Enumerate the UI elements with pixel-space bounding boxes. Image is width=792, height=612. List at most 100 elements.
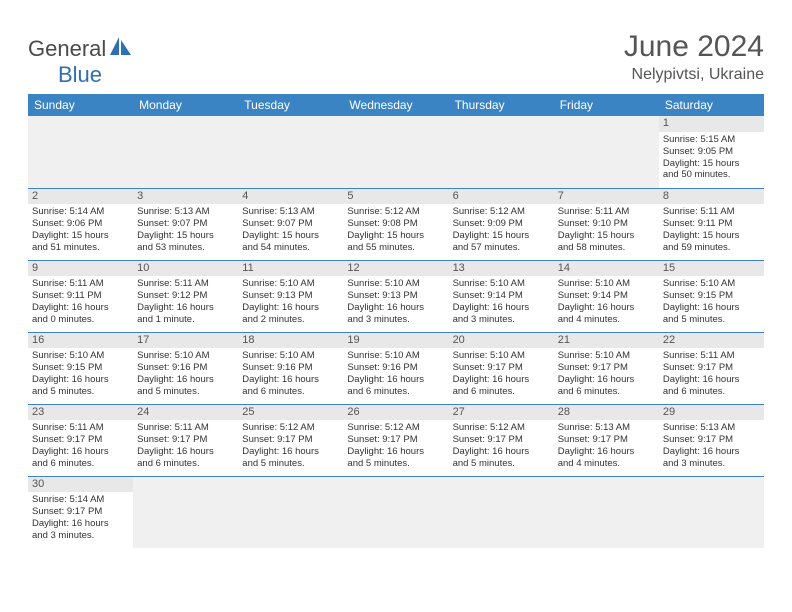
- day-cell: 8Sunrise: 5:11 AMSunset: 9:11 PMDaylight…: [659, 188, 764, 260]
- day-cell: 4Sunrise: 5:13 AMSunset: 9:07 PMDaylight…: [238, 188, 343, 260]
- day-cell: [238, 476, 343, 548]
- day-info-line: Sunset: 9:07 PM: [242, 218, 339, 230]
- day-cell: [343, 116, 448, 188]
- day-cell: 5Sunrise: 5:12 AMSunset: 9:08 PMDaylight…: [343, 188, 448, 260]
- day-cell: 14Sunrise: 5:10 AMSunset: 9:14 PMDayligh…: [554, 260, 659, 332]
- day-info-line: Daylight: 15 hours: [558, 230, 655, 242]
- day-number: 29: [659, 405, 764, 421]
- day-info-line: Sunset: 9:17 PM: [558, 434, 655, 446]
- day-number: 26: [343, 405, 448, 421]
- day-number: 19: [343, 333, 448, 349]
- day-info-line: Sunrise: 5:11 AM: [137, 422, 234, 434]
- day-info-line: and 51 minutes.: [32, 242, 129, 254]
- day-info-line: Sunrise: 5:11 AM: [663, 206, 760, 218]
- day-info-line: Daylight: 16 hours: [663, 302, 760, 314]
- day-number: 10: [133, 261, 238, 277]
- day-info-line: and 5 minutes.: [242, 458, 339, 470]
- day-number: 5: [343, 189, 448, 205]
- day-info-line: Sunrise: 5:10 AM: [347, 350, 444, 362]
- day-info-line: Sunrise: 5:12 AM: [453, 206, 550, 218]
- day-info-line: Sunset: 9:08 PM: [347, 218, 444, 230]
- day-info-line: Daylight: 16 hours: [453, 302, 550, 314]
- day-info-line: and 1 minute.: [137, 314, 234, 326]
- day-number: 8: [659, 189, 764, 205]
- day-info-line: Sunset: 9:17 PM: [32, 434, 129, 446]
- day-cell: 28Sunrise: 5:13 AMSunset: 9:17 PMDayligh…: [554, 404, 659, 476]
- day-info-line: Sunrise: 5:11 AM: [558, 206, 655, 218]
- day-info-line: Daylight: 16 hours: [558, 446, 655, 458]
- day-cell: 24Sunrise: 5:11 AMSunset: 9:17 PMDayligh…: [133, 404, 238, 476]
- day-info-line: Daylight: 15 hours: [347, 230, 444, 242]
- day-info-line: and 5 minutes.: [663, 314, 760, 326]
- day-info-line: and 57 minutes.: [453, 242, 550, 254]
- day-info-line: and 53 minutes.: [137, 242, 234, 254]
- day-info-line: Sunrise: 5:13 AM: [558, 422, 655, 434]
- day-info-line: and 4 minutes.: [558, 458, 655, 470]
- day-number: 1: [659, 116, 764, 132]
- day-cell: 25Sunrise: 5:12 AMSunset: 9:17 PMDayligh…: [238, 404, 343, 476]
- col-saturday: Saturday: [659, 94, 764, 116]
- day-info-line: and 6 minutes.: [137, 458, 234, 470]
- day-cell: [238, 116, 343, 188]
- day-info-line: Sunset: 9:17 PM: [347, 434, 444, 446]
- day-cell: 16Sunrise: 5:10 AMSunset: 9:15 PMDayligh…: [28, 332, 133, 404]
- calendar-table: Sunday Monday Tuesday Wednesday Thursday…: [28, 94, 764, 548]
- day-info-line: Sunrise: 5:10 AM: [663, 278, 760, 290]
- day-number: 9: [28, 261, 133, 277]
- day-info-line: Sunrise: 5:10 AM: [137, 350, 234, 362]
- day-cell: [554, 476, 659, 548]
- day-info-line: and 6 minutes.: [663, 386, 760, 398]
- day-info-line: and 2 minutes.: [242, 314, 339, 326]
- day-cell: 23Sunrise: 5:11 AMSunset: 9:17 PMDayligh…: [28, 404, 133, 476]
- logo: General: [28, 30, 134, 62]
- day-info-line: Sunrise: 5:10 AM: [347, 278, 444, 290]
- day-info-line: and 6 minutes.: [32, 458, 129, 470]
- week-row: 1Sunrise: 5:15 AMSunset: 9:05 PMDaylight…: [28, 116, 764, 188]
- day-info-line: and 3 minutes.: [663, 458, 760, 470]
- day-info-line: and 3 minutes.: [453, 314, 550, 326]
- day-info-line: Sunset: 9:16 PM: [347, 362, 444, 374]
- day-info-line: Sunrise: 5:14 AM: [32, 206, 129, 218]
- day-number: 12: [343, 261, 448, 277]
- day-info-line: Daylight: 16 hours: [32, 446, 129, 458]
- day-info-line: Daylight: 15 hours: [663, 158, 760, 170]
- header-row: Sunday Monday Tuesday Wednesday Thursday…: [28, 94, 764, 116]
- day-number: 4: [238, 189, 343, 205]
- day-info-line: Sunset: 9:07 PM: [137, 218, 234, 230]
- day-info-line: Daylight: 15 hours: [663, 230, 760, 242]
- week-row: 23Sunrise: 5:11 AMSunset: 9:17 PMDayligh…: [28, 404, 764, 476]
- day-cell: [133, 476, 238, 548]
- day-cell: [343, 476, 448, 548]
- day-number: 25: [238, 405, 343, 421]
- day-info-line: and 0 minutes.: [32, 314, 129, 326]
- week-row: 16Sunrise: 5:10 AMSunset: 9:15 PMDayligh…: [28, 332, 764, 404]
- day-cell: 11Sunrise: 5:10 AMSunset: 9:13 PMDayligh…: [238, 260, 343, 332]
- day-cell: 20Sunrise: 5:10 AMSunset: 9:17 PMDayligh…: [449, 332, 554, 404]
- day-info-line: Sunset: 9:16 PM: [242, 362, 339, 374]
- logo-text-general: General: [28, 36, 106, 62]
- day-info-line: Daylight: 15 hours: [453, 230, 550, 242]
- day-info-line: Sunset: 9:17 PM: [32, 506, 129, 518]
- day-number: 28: [554, 405, 659, 421]
- day-info-line: Daylight: 16 hours: [32, 518, 129, 530]
- day-info-line: Sunset: 9:17 PM: [137, 434, 234, 446]
- day-cell: [449, 116, 554, 188]
- day-cell: 21Sunrise: 5:10 AMSunset: 9:17 PMDayligh…: [554, 332, 659, 404]
- day-info-line: and 6 minutes.: [347, 386, 444, 398]
- day-cell: 18Sunrise: 5:10 AMSunset: 9:16 PMDayligh…: [238, 332, 343, 404]
- day-cell: 3Sunrise: 5:13 AMSunset: 9:07 PMDaylight…: [133, 188, 238, 260]
- day-info-line: Sunset: 9:06 PM: [32, 218, 129, 230]
- day-info-line: Sunset: 9:17 PM: [453, 362, 550, 374]
- day-cell: 27Sunrise: 5:12 AMSunset: 9:17 PMDayligh…: [449, 404, 554, 476]
- col-friday: Friday: [554, 94, 659, 116]
- day-cell: 22Sunrise: 5:11 AMSunset: 9:17 PMDayligh…: [659, 332, 764, 404]
- day-info-line: and 3 minutes.: [32, 530, 129, 542]
- day-info-line: and 5 minutes.: [347, 458, 444, 470]
- day-number: 13: [449, 261, 554, 277]
- day-info-line: Sunset: 9:14 PM: [453, 290, 550, 302]
- day-info-line: Sunset: 9:17 PM: [453, 434, 550, 446]
- day-cell: 29Sunrise: 5:13 AMSunset: 9:17 PMDayligh…: [659, 404, 764, 476]
- day-info-line: Sunrise: 5:12 AM: [242, 422, 339, 434]
- day-number: 20: [449, 333, 554, 349]
- col-monday: Monday: [133, 94, 238, 116]
